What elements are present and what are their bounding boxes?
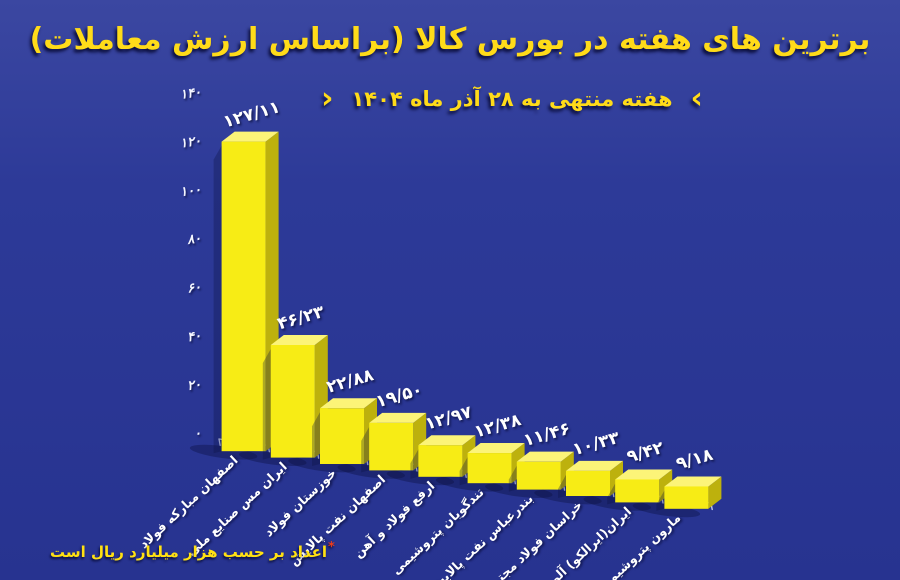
x-axis-tick [218, 438, 221, 447]
y-axis-tick-label: ۱۴۰ [179, 85, 202, 103]
y-axis-tick-label: ۲۰ [186, 377, 202, 394]
bar-cast-shadow [508, 465, 517, 492]
bar-front-face [615, 479, 660, 503]
bar-cast-shadow [410, 449, 419, 479]
bar-value-label: ۱۲/۹۷ [423, 402, 475, 435]
y-axis-tick-label: ۱۲۰ [179, 134, 202, 152]
bar-shadow [239, 451, 307, 466]
bar-front-face [664, 486, 709, 509]
bar-shadow [386, 470, 455, 486]
bar-top-face [320, 398, 377, 409]
footnote: *اعداد بر حسب هزار میلیارد ریال است [50, 540, 335, 561]
bar-top-face [270, 334, 328, 345]
bar-top-face [516, 451, 574, 462]
y-axis-tick-label: ۰ [193, 426, 202, 442]
bar-top-face [615, 469, 673, 480]
bar-value-label: ۹/۱۸ [674, 445, 716, 475]
bar-cast-shadow [607, 483, 616, 505]
bar-front-face [320, 408, 364, 464]
chart-subtitle-text: هفته منتهی به ۲۸ آذر ماه ۱۴۰۴ [351, 87, 673, 111]
bar-front-face [467, 453, 512, 484]
bar-cast-shadow [558, 474, 566, 498]
bar-cast-shadow [262, 348, 271, 460]
bar-value-label: ۱۱/۴۶ [521, 419, 572, 451]
bar-top-face [664, 476, 722, 487]
bar-value-label: ۹/۴۲ [625, 438, 667, 468]
bar-value-label: ۴۶/۲۳ [275, 302, 327, 335]
bar-cast-shadow [312, 412, 320, 466]
bar-shadow [288, 457, 356, 473]
bar-front-face [369, 422, 414, 471]
y-axis-tick-label: ۴۰ [186, 329, 202, 346]
bar-front-face [221, 141, 266, 452]
y-axis-tick-label: ۸۰ [185, 231, 202, 248]
bar-shadow [189, 444, 258, 460]
bar-cast-shadow [361, 426, 370, 473]
bar-shadow [632, 502, 701, 518]
bar-front-face [270, 344, 315, 458]
bar-shadow [485, 483, 553, 498]
bar-front-face [566, 470, 610, 496]
bar-side-face [708, 476, 722, 509]
bar-value-label: ۱۲/۳۸ [472, 410, 524, 443]
bar-value-label: ۱۹/۵۰ [374, 380, 425, 412]
y-axis-tick-label: ۱۰۰ [179, 182, 202, 200]
bar-shadow [534, 489, 602, 505]
bar-cast-shadow [459, 457, 468, 486]
chart-subtitle: › هفته منتهی به ۲۸ آذر ماه ۱۴۰۴ ‹ [321, 84, 703, 114]
bar-shadow [337, 464, 405, 479]
y-axis-tick-label: ۶۰ [186, 280, 202, 297]
bar-value-label: ۲۲/۸۸ [324, 365, 376, 398]
bar-shadow [583, 496, 651, 511]
footnote-text: اعداد بر حسب هزار میلیارد ریال است [50, 543, 327, 561]
bar-top-face [221, 131, 279, 142]
bar-value-label: ۱۲۷/۱۱ [221, 97, 282, 132]
angle-bracket-left-icon: › [321, 81, 334, 116]
chart-title: برترین های هفته در بورس کالا (براساس ارز… [29, 22, 871, 57]
bar-front-face [418, 445, 463, 477]
bar-value-label: ۱۰/۳۳ [570, 428, 622, 461]
bar-top-face [566, 460, 623, 471]
category-label: اصفهان مبارکه فولاد [136, 452, 241, 551]
bar-front-face [516, 461, 561, 490]
bar-shadow [435, 476, 504, 492]
bar-top-face [418, 435, 476, 446]
bar-cast-shadow [656, 490, 665, 511]
category-label: تندگویان پتروشیمی [388, 484, 486, 577]
bar-cast-shadow [213, 145, 222, 454]
footnote-asterisk: * [327, 540, 335, 555]
bar-top-face [467, 443, 525, 454]
bar-top-face [369, 412, 427, 423]
angle-bracket-right-icon: ‹ [690, 81, 703, 116]
